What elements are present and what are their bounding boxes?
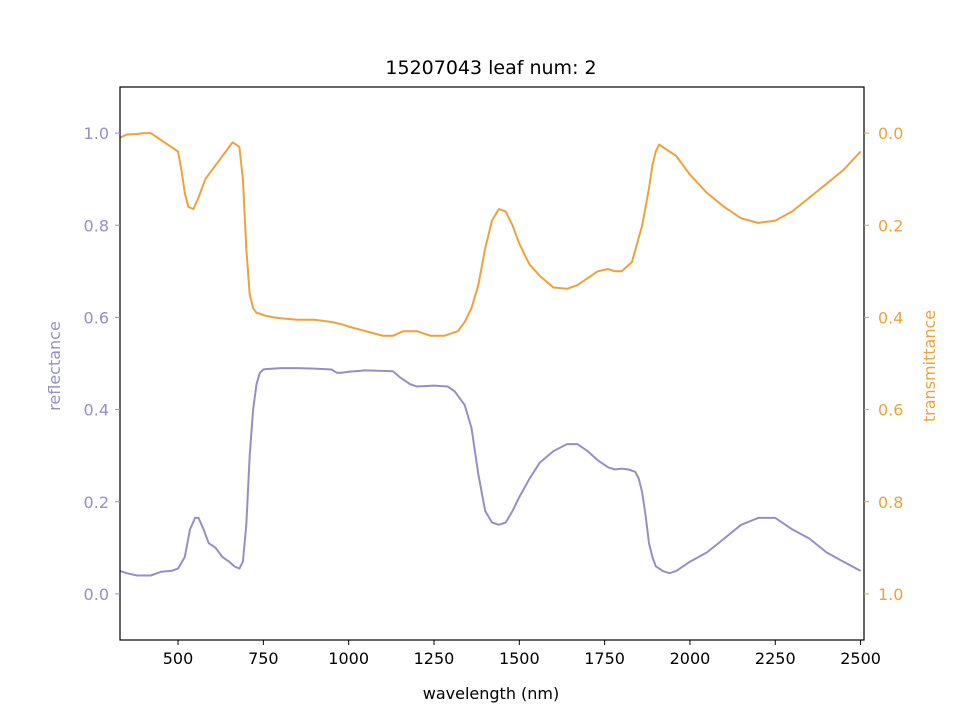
x-tick-label: 1750 [584,649,625,668]
y-right-tick-label: 0.6 [878,401,903,420]
y-right-tick-label: 0.4 [878,308,903,327]
plot-frame [119,86,865,641]
x-tick-label: 500 [163,649,194,668]
x-tick-label: 1000 [328,649,369,668]
reflectance-line [119,367,862,577]
y-axis-right: 0.0 0.2 0.4 0.6 0.8 1.0 [864,124,903,604]
chart-title: 15207043 leaf num: 2 [385,57,596,79]
y-right-tick-label: 0.0 [878,124,903,143]
y-left-tick-label: 0.2 [84,493,109,512]
x-tick-label: 2250 [755,649,796,668]
y-right-tick-label: 1.0 [878,585,903,604]
y-left-tick-label: 0.4 [84,401,109,420]
x-axis-label: wavelength (nm) [423,684,560,703]
x-tick-label: 2000 [670,649,711,668]
plot-area [119,132,862,577]
x-tick-label: 2500 [840,649,881,668]
y-left-tick-label: 1.0 [84,124,109,143]
x-tick-label: 1250 [414,649,455,668]
y-left-tick-label: 0.0 [84,585,109,604]
y-axis-label-left: reflectance [45,321,64,411]
y-right-tick-label: 0.8 [878,493,903,512]
transmittance-line [119,132,862,337]
y-axis-label-right: transmittance [920,310,939,422]
x-axis: 500 750 1000 1250 1500 1750 2000 2250 2500 [163,640,881,668]
y-right-tick-label: 0.2 [878,216,903,235]
y-left-tick-label: 0.6 [84,308,109,327]
y-axis-left: 0.0 0.2 0.4 0.6 0.8 1.0 [84,124,120,604]
y-left-tick-label: 0.8 [84,216,109,235]
x-tick-label: 750 [248,649,279,668]
x-tick-label: 1500 [499,649,540,668]
